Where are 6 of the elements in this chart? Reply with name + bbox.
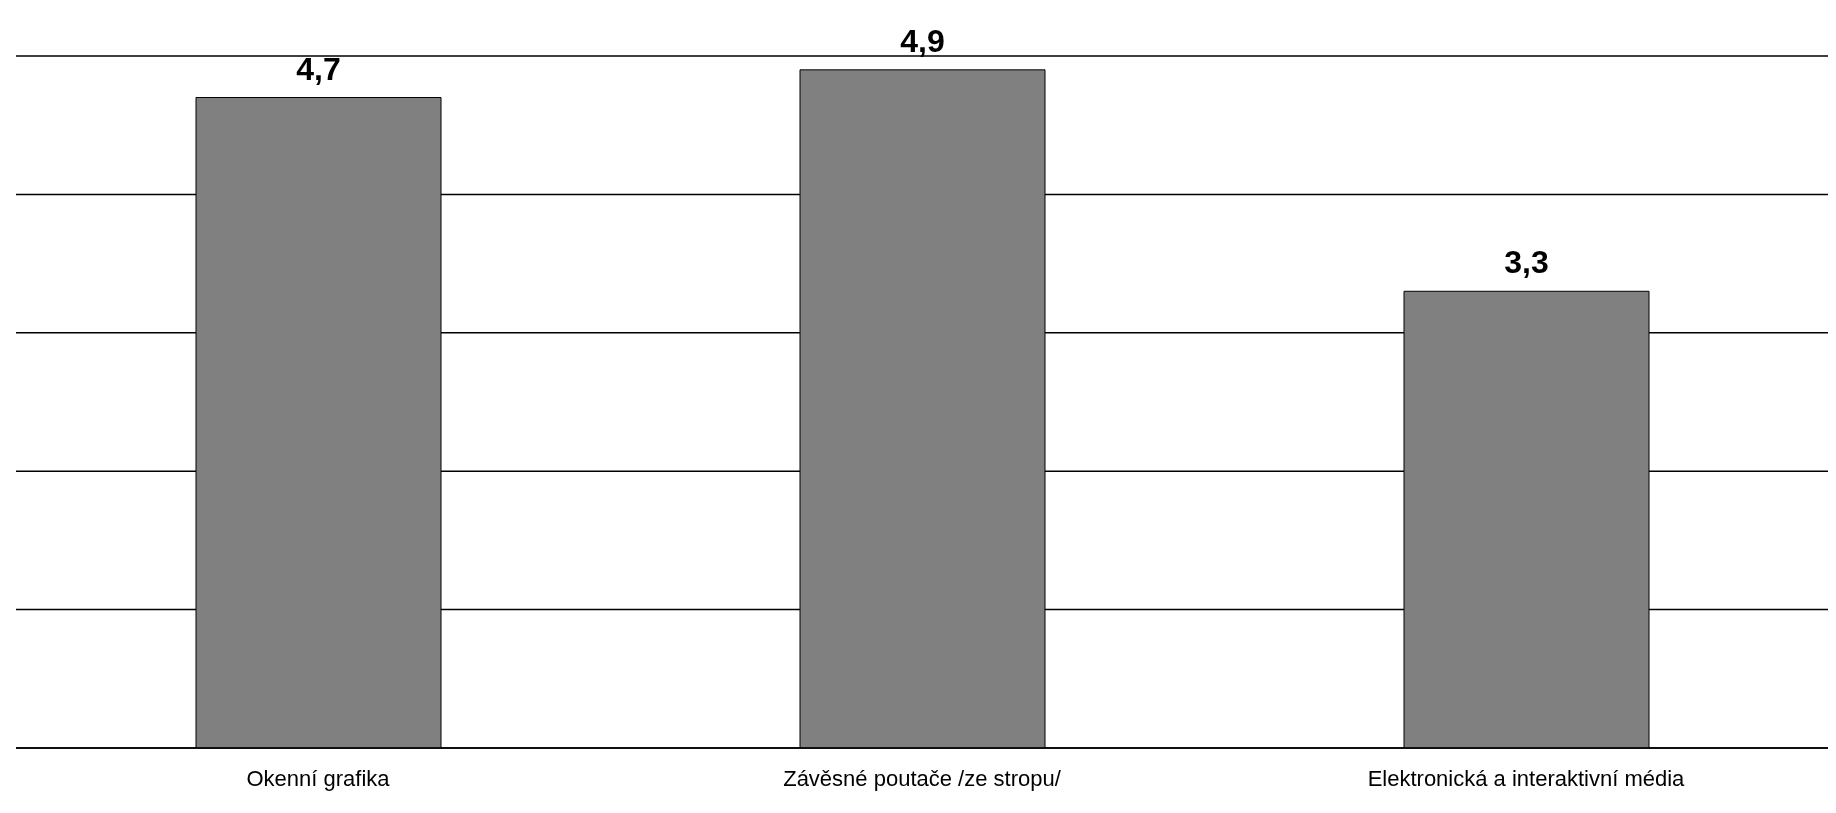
data-label: 4,7	[296, 50, 341, 87]
data-label: 3,3	[1504, 244, 1549, 281]
x-tick-label: Elektronická a interaktivní média	[1367, 765, 1686, 791]
x-tick-label: Závěsné poutače /ze stropu/	[783, 765, 1062, 791]
data-label: 4,9	[900, 22, 945, 59]
x-tick-label: Okenní grafika	[246, 765, 391, 791]
